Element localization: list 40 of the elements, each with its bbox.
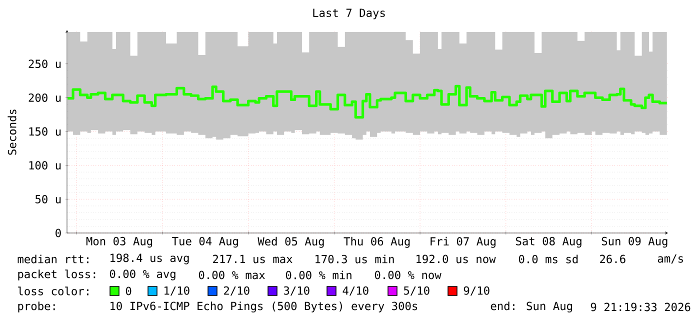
x-tick-label: Wed 05 Aug xyxy=(258,236,324,248)
text: 0.00 % avg xyxy=(110,270,176,280)
legend-label: 3/10 xyxy=(284,286,310,296)
text: 10 IPv6-ICMP Echo Pings (500 Bytes) every 300s xyxy=(110,302,418,312)
text: 9 21:19:33 2026 xyxy=(590,302,690,312)
x-tick-label: Fri 07 Aug xyxy=(430,236,496,248)
text: 0.00 % min xyxy=(286,270,352,280)
legend-label: 2/10 xyxy=(224,286,250,296)
text: 170.3 us min xyxy=(316,254,394,264)
x-tick-label: Mon 03 Aug xyxy=(86,236,152,248)
y-tick-label: 250 u xyxy=(28,60,61,68)
x-tick-label: Thu 06 Aug xyxy=(344,236,410,248)
y-tick-label: 0 xyxy=(56,228,61,238)
legend-label: 5/10 xyxy=(404,286,430,296)
legend-label: 1/10 xyxy=(164,286,190,296)
text: 0.00 % max xyxy=(198,270,265,280)
y-axis-title: Seconds xyxy=(8,110,16,155)
text: 0.00 % now xyxy=(374,270,442,280)
text: 217.1 us max xyxy=(213,254,292,264)
x-tick-label: Sun 09 Aug xyxy=(602,236,668,248)
y-tick-label: 100 u xyxy=(29,161,61,170)
y-tick-label: 200 u xyxy=(28,93,61,102)
chart-title: Last 7 Days xyxy=(313,8,385,20)
text: packet loss: xyxy=(18,270,96,280)
text: 192.0 us now xyxy=(416,254,496,264)
legend-title: loss color: xyxy=(18,286,88,296)
text: am/s xyxy=(658,254,683,264)
y-tick-label: 150 u xyxy=(29,127,61,136)
text: 198.4 us avg xyxy=(110,254,189,264)
legend-label: 4/10 xyxy=(342,286,368,296)
x-tick-label: Sat 08 Aug xyxy=(516,236,582,248)
y-tick-label: 50 u xyxy=(35,194,61,204)
text: 0.0 ms sd xyxy=(518,254,578,264)
text: median rtt: xyxy=(18,254,88,264)
legend-label: 0 xyxy=(126,286,132,296)
text: 26.6 xyxy=(600,254,626,264)
legend-label: 9/10 xyxy=(464,286,490,296)
text: end: Sun Aug xyxy=(490,302,572,312)
x-tick-label: Tue 04 Aug xyxy=(172,236,238,248)
text: probe: xyxy=(18,302,55,312)
